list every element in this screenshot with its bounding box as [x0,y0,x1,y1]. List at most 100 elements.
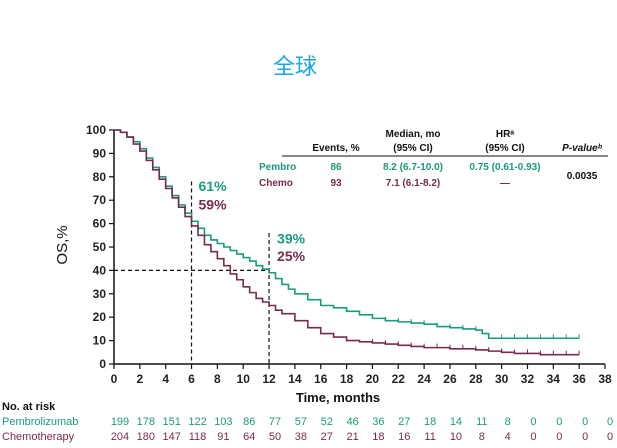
x-tick-label: 0 [111,372,118,386]
at-risk-chemo-value: 147 [163,431,181,443]
y-tick-label: 30 [93,287,107,301]
x-tick-label: 12 [262,372,276,386]
pvalue-value: 0.0035 [567,171,598,182]
x-tick-label: 2 [136,372,143,386]
header-median: Median, mo [385,129,440,140]
at-risk-title: No. at risk [2,401,56,413]
at-risk-pembro-value: 77 [269,416,281,428]
x-tick-label: 10 [237,372,251,386]
at-risk-chemo-value: 64 [243,431,255,443]
row-pembro-events: 86 [330,162,342,173]
at-risk-chemo-value: 10 [450,431,462,443]
at-risk-pembro-value: 199 [111,416,129,428]
x-tick-label: 26 [443,372,457,386]
header-pvalue: P-valueᵇ [562,143,603,154]
row-chemo-events: 93 [330,178,342,189]
landmark-12mo-pembro: 39% [277,230,306,246]
at-risk-pembro-value: 103 [214,416,232,428]
y-tick-label: 70 [93,193,107,207]
at-risk-pembro-value: 0 [556,416,562,428]
at-risk-pembro-value: 151 [163,416,181,428]
x-tick-label: 36 [572,372,586,386]
at-risk-pembro-value: 0 [607,416,613,428]
x-tick-label: 34 [547,372,561,386]
y-tick-label: 80 [93,170,107,184]
at-risk-chemo-value: 11 [424,431,435,443]
row-pembro-arm: Pembro [259,162,296,173]
at-risk-chemo-value: 38 [295,431,307,443]
row-chemo-arm: Chemo [259,178,293,189]
at-risk-chemo-value: 27 [321,431,333,443]
at-risk-chemo-value: 4 [505,431,511,443]
header-median-ci: (95% CI) [393,143,432,154]
y-tick-label: 10 [93,334,107,348]
at-risk-chemo-value: 18 [372,431,384,443]
x-tick-label: 18 [340,372,354,386]
summary-table: Events, % Median, mo (95% CI) HRᵃ (95% C… [259,129,608,189]
at-risk-chemo-value: 0 [556,431,562,443]
at-risk-pembro-value: 18 [424,416,436,428]
at-risk-chemo-value: 0 [530,431,536,443]
y-tick-label: 100 [86,123,106,137]
at-risk-pembro-value: 86 [243,416,255,428]
at-risk-pembro-value: 0 [582,416,588,428]
at-risk-chemo-value: 21 [346,431,358,443]
y-tick-label: 90 [93,146,107,160]
row-pembro-hr: 0.75 (0.61-0.93) [469,162,540,173]
y-tick-label: 60 [93,217,107,231]
x-tick-label: 24 [417,372,431,386]
y-axis-label: OS,% [54,225,71,264]
at-risk-pembro-value: 27 [398,416,410,428]
at-risk-chemo-value: 50 [269,431,281,443]
survival-curves [114,129,580,356]
x-tick-label: 16 [314,372,328,386]
at-risk-pembro-value: 52 [321,416,333,428]
at-risk-label-chemo: Chemotherapy [2,431,75,443]
at-risk-pembro-value: 122 [188,416,206,428]
x-tick-label: 28 [469,372,483,386]
at-risk-chemo-value: 0 [582,431,588,443]
x-tick-label: 22 [392,372,406,386]
y-tick-label: 50 [93,240,107,254]
header-events: Events, % [312,143,359,154]
row-pembro-median: 8.2 (6.7-10.0) [383,162,443,173]
x-tick-label: 38 [598,372,612,386]
at-risk-chemo-value: 0 [607,431,613,443]
y-tick-label: 20 [93,310,107,324]
at-risk-chemo-value: 204 [111,431,129,443]
at-risk-pembro-value: 46 [346,416,358,428]
at-risk-label-pembro: Pembrolizumab [2,416,78,428]
at-risk-values: 199 178 151 122 103 86 77 57 52 46 36 27 18 14 11 8 0 0 0 0… [111,416,613,443]
reference-lines [114,181,270,364]
y-tick-label: 40 [93,263,107,277]
at-risk-pembro-value: 0 [530,416,536,428]
at-risk-pembro-value: 8 [505,416,511,428]
at-risk-pembro-value: 178 [137,416,155,428]
header-hr-ci: (95% CI) [485,143,524,154]
at-risk-chemo-value: 8 [479,431,485,443]
landmark-6mo-chemo: 59% [199,197,228,213]
header-hr: HRᵃ [496,129,514,140]
at-risk-chemo-value: 118 [189,431,207,443]
at-risk-pembro-value: 14 [450,416,462,428]
x-tick-label: 20 [366,372,380,386]
landmark-labels: 61% 59% 39% 25% [199,178,306,264]
at-risk-pembro-value: 57 [295,416,307,428]
row-chemo-hr: — [500,178,510,189]
at-risk-chemo-value: 91 [217,431,229,443]
x-tick-label: 14 [288,372,302,386]
at-risk-table: No. at risk Pembrolizumab Chemotherapy 1… [2,401,613,443]
landmark-12mo-chemo: 25% [277,248,306,264]
x-tick-label: 4 [162,372,169,386]
x-tick-label: 6 [188,372,195,386]
x-tick-label: 30 [495,372,509,386]
at-risk-pembro-value: 11 [476,416,487,428]
y-tick-label: 0 [99,357,106,371]
landmark-6mo-pembro: 61% [199,178,228,194]
at-risk-chemo-value: 16 [398,431,410,443]
row-chemo-median: 7.1 (6.1-8.2) [386,178,440,189]
at-risk-pembro-value: 36 [372,416,384,428]
at-risk-chemo-value: 180 [137,431,155,443]
